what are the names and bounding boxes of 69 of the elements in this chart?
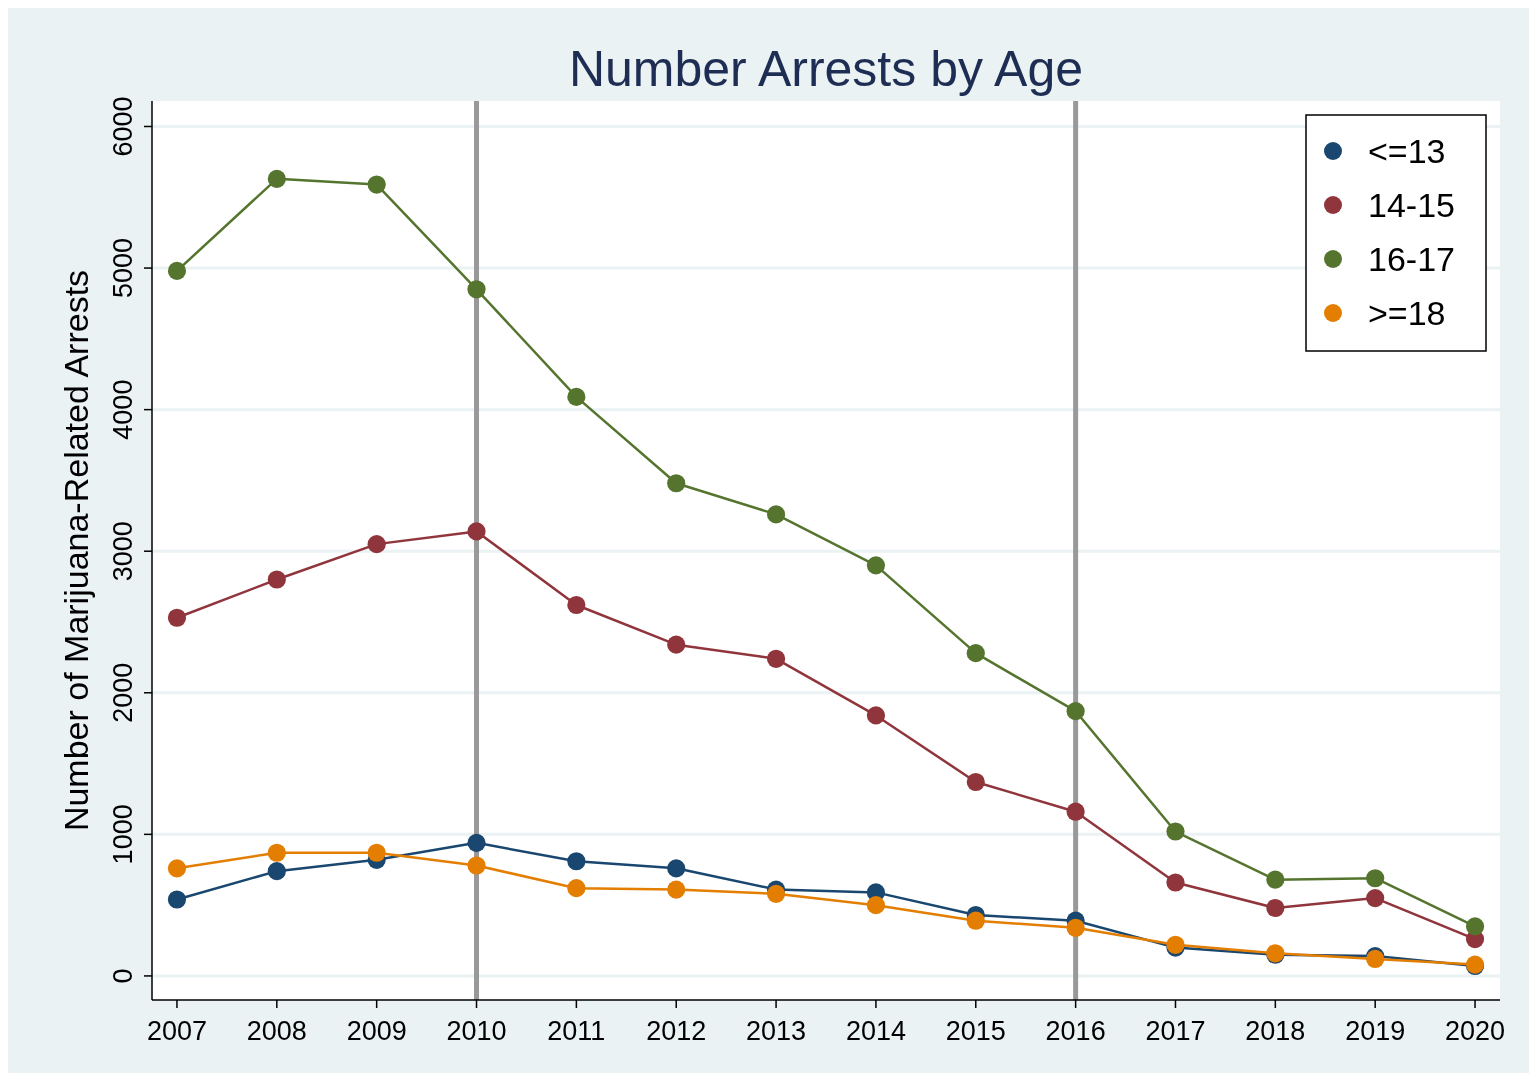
- point: [866, 706, 886, 725]
- point: [667, 635, 686, 654]
- point: [1366, 869, 1385, 888]
- y-axis-title: Number of Marijuana-Related Arrests: [57, 269, 95, 832]
- point: [567, 595, 586, 615]
- point: [467, 856, 486, 875]
- point: [1266, 898, 1285, 918]
- point: [467, 833, 486, 852]
- legend-label: >=18: [1368, 294, 1446, 332]
- point: [1465, 917, 1485, 936]
- point: [766, 505, 786, 524]
- point: [667, 859, 686, 878]
- point: [267, 862, 286, 881]
- point: [966, 772, 985, 792]
- legend-label: 14-15: [1368, 186, 1455, 224]
- x-tick-label: 2017: [1145, 1016, 1206, 1046]
- x-tick-label: 2007: [146, 1016, 207, 1046]
- point: [966, 911, 985, 930]
- y-tick-label: 3000: [108, 521, 138, 582]
- x-tick-label: 2020: [1445, 1016, 1506, 1046]
- point: [766, 649, 786, 668]
- y-tick-label: 5000: [108, 238, 138, 299]
- point: [167, 608, 187, 627]
- point: [467, 522, 486, 541]
- point: [1066, 802, 1085, 821]
- point: [467, 280, 486, 299]
- point: [567, 852, 586, 871]
- x-tick-label: 2008: [246, 1016, 307, 1046]
- point: [267, 843, 286, 862]
- chart-title: Number Arrests by Age: [568, 41, 1084, 97]
- point: [267, 169, 286, 188]
- point: [866, 896, 886, 915]
- x-tick-label: 2014: [845, 1016, 906, 1046]
- point: [766, 884, 786, 903]
- point: [567, 879, 586, 898]
- y-tick-label: 6000: [108, 96, 138, 157]
- point: [667, 474, 686, 493]
- legend-label: <=13: [1368, 132, 1446, 170]
- point: [1266, 870, 1285, 889]
- point: [1066, 702, 1085, 721]
- x-tick-label: 2019: [1345, 1016, 1406, 1046]
- y-tick-label: 1000: [108, 804, 138, 865]
- x-tick-label: 2011: [547, 1016, 606, 1046]
- point: [167, 261, 187, 280]
- point: [167, 890, 187, 909]
- point: [1166, 873, 1185, 892]
- x-tick-label: 2018: [1245, 1016, 1306, 1046]
- point: [567, 387, 586, 406]
- point: [267, 570, 286, 589]
- x-tick-label: 2010: [446, 1016, 507, 1046]
- y-tick-label: 2000: [108, 662, 138, 723]
- x-tick-label: 2013: [746, 1016, 807, 1046]
- x-tick-label: 2012: [646, 1016, 707, 1046]
- point: [367, 535, 386, 554]
- x-tick-label: 2009: [346, 1016, 407, 1046]
- legend-label: 16-17: [1368, 240, 1455, 278]
- point: [866, 556, 886, 575]
- point: [667, 880, 686, 899]
- x-tick-label: 2016: [1045, 1016, 1106, 1046]
- point: [966, 644, 985, 663]
- point: [367, 175, 386, 194]
- point: [1166, 822, 1185, 841]
- point: [367, 843, 386, 862]
- x-tick-label: 2015: [945, 1016, 1006, 1046]
- point: [167, 859, 187, 878]
- point: [1066, 918, 1085, 937]
- y-tick-label: 0: [108, 968, 138, 984]
- point: [1366, 888, 1385, 908]
- y-tick-label: 4000: [108, 379, 138, 440]
